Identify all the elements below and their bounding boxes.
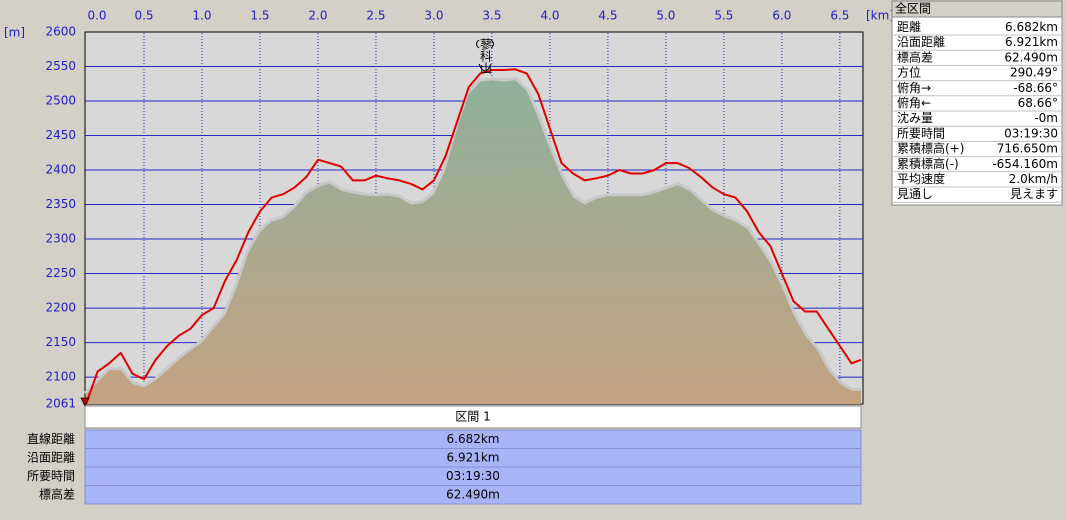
summary-title: 全区間 [895,1,931,16]
y-tick-label: 2450 [45,128,76,142]
section-title: 区間 1 [455,410,490,424]
x-tick-label: 4.5 [598,9,617,23]
section-value: 6.682km [447,432,500,446]
summary-value: -68.66° [1013,81,1058,95]
terrain-area [86,80,861,405]
x-tick-label: 3.5 [482,9,501,23]
summary-value: 6.682km [1005,20,1058,34]
summary-label: 沈み量 [897,110,933,125]
section-label: 標高差 [39,487,75,502]
y-tick-label: 2550 [45,59,76,73]
section-value: 03:19:30 [446,469,500,483]
y-tick-label: 2250 [45,266,76,280]
summary-value: 290.49° [1010,66,1058,80]
summary-label: 所要時間 [897,126,945,140]
peak-label: 蓼科山 [479,38,493,74]
annotation-bracket [476,39,494,72]
x-tick-label: 6.0 [772,9,791,23]
start-marker [80,397,90,407]
summary-label: 距離 [897,20,921,34]
y-tick-label: 2350 [45,197,76,211]
summary-value: 見えます [1010,187,1058,201]
summary-value: 6.921km [1005,35,1058,49]
summary-label: 標高差 [897,49,933,64]
x-tick-label: 5.5 [714,9,733,23]
y-tick-label: 2300 [45,232,76,246]
summary-value: 716.650m [997,142,1058,156]
x-tick-label: 0.5 [134,9,153,23]
x-tick-label: 3.0 [424,9,443,23]
x-tick-label: 5.0 [656,9,675,23]
summary-value: 2.0km/h [1009,172,1058,186]
summary-value: 68.66° [1018,96,1058,110]
x-tick-label: 2.0 [308,9,327,23]
summary-title-bar [891,0,1063,18]
x-tick-label: 1.5 [250,9,269,23]
section-label: 所要時間 [27,469,75,483]
section-row [84,485,862,505]
x-tick-label: 0.0 [87,9,106,23]
summary-label: 沿面距離 [897,35,945,49]
x-tick-label: 6.5 [830,9,849,23]
x-unit: [km] [866,9,894,23]
summary-label: 見通し [897,187,933,201]
section-value: 62.490m [446,488,500,502]
summary-value: -0m [1034,111,1058,125]
summary-value: 62.490m [1004,50,1058,64]
summary-label: 累積標高(+) [897,141,964,156]
y-tick-label: 2100 [45,370,76,384]
x-tick-label: 1.0 [192,9,211,23]
section-header [84,405,862,429]
section-value: 6.921km [447,451,500,465]
y-tick-label: 2600 [45,25,76,39]
summary-value: 03:19:30 [1004,126,1058,140]
x-tick-label: 2.5 [366,9,385,23]
summary-value: -654.160m [992,157,1058,171]
y-tick-label: 2061 [45,397,76,411]
section-label: 直線距離 [27,431,75,446]
x-tick-label: 4.0 [540,9,559,23]
y-tick-label: 2150 [45,335,76,349]
y-tick-label: 2200 [45,301,76,315]
y-tick-label: 2400 [45,163,76,177]
y-unit: [m] [4,26,25,40]
summary-label: 方位 [897,65,921,80]
summary-label: 累積標高(-) [897,156,959,171]
section-label: 沿面距離 [27,451,75,465]
y-tick-label: 2500 [45,94,76,108]
summary-label: 平均速度 [897,171,945,186]
route-line [85,68,862,405]
summary-label: 俯角→ [897,80,931,95]
summary-label: 俯角← [897,95,931,110]
